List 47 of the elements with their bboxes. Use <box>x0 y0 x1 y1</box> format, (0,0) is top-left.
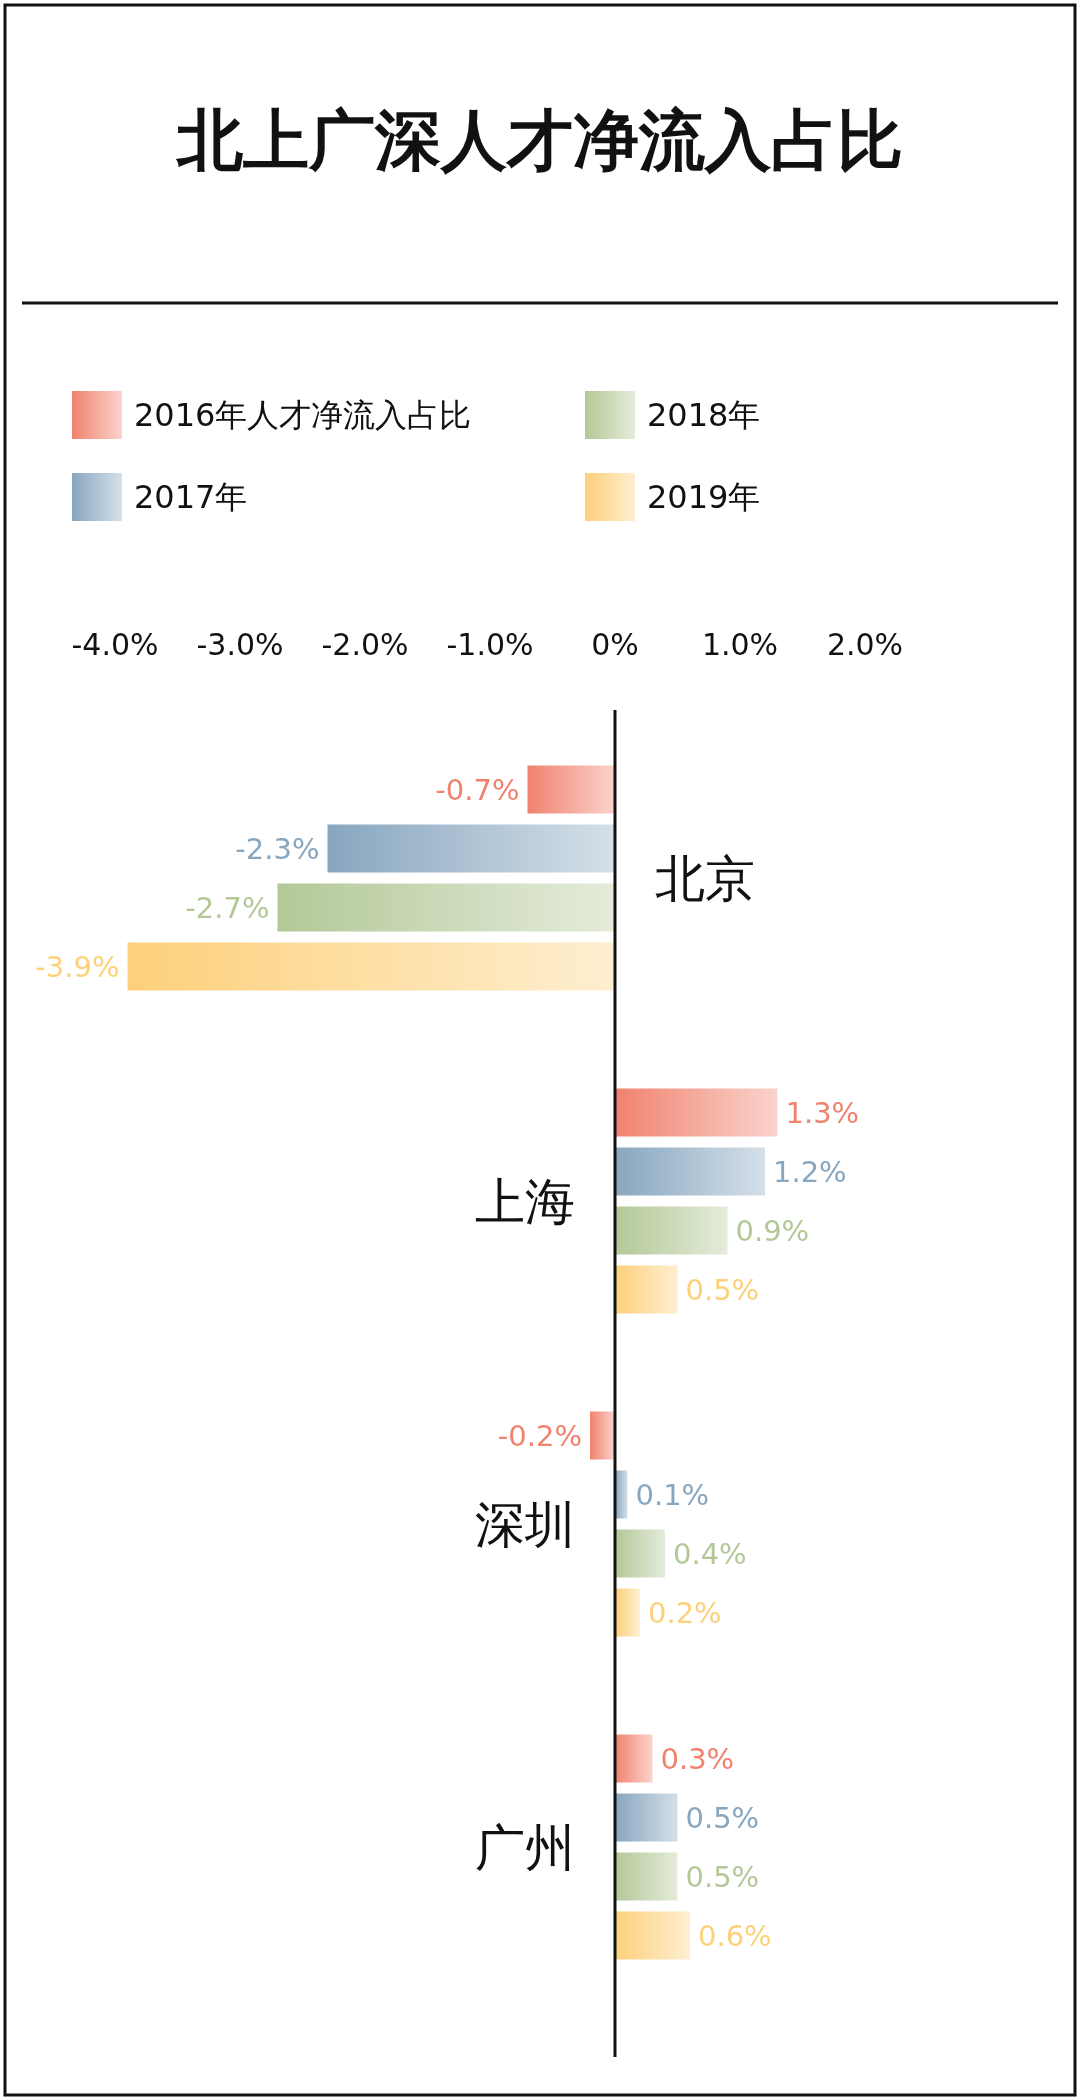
bar <box>615 1206 728 1255</box>
x-tick-label: 2.0% <box>826 627 904 662</box>
x-tick-label: -4.0% <box>71 627 159 662</box>
bar <box>615 1588 640 1637</box>
bar <box>615 1147 765 1196</box>
data-label: 0.5% <box>685 1272 760 1307</box>
data-label: -2.3% <box>235 831 320 866</box>
data-label: -0.2% <box>497 1418 582 1453</box>
x-tick-label: 0% <box>591 627 639 662</box>
legend-label: 2019年 <box>647 478 761 516</box>
bar <box>615 1911 690 1960</box>
data-label: 0.2% <box>648 1595 722 1630</box>
bar <box>277 883 615 932</box>
data-label: -2.7% <box>185 890 270 925</box>
y-tick-label: 北京 <box>655 850 755 908</box>
x-tick-label: -1.0% <box>446 627 534 662</box>
x-tick-label: 1.0% <box>701 627 779 662</box>
legend-label: 2017年 <box>134 478 248 516</box>
data-label: 1.2% <box>773 1154 847 1189</box>
chart-title: 北上广深人才净流入占比 <box>175 102 903 179</box>
data-label: -3.9% <box>35 949 120 984</box>
bar <box>527 765 615 814</box>
data-label: 0.9% <box>735 1213 810 1248</box>
x-tick-label: -3.0% <box>196 627 284 662</box>
data-label: 0.5% <box>685 1859 760 1894</box>
bar <box>615 1265 678 1314</box>
bar <box>615 1088 778 1137</box>
legend-label: 2016年人才净流入占比 <box>134 396 472 434</box>
data-label: 0.3% <box>660 1741 735 1776</box>
bar <box>615 1529 665 1578</box>
data-label: 0.5% <box>685 1800 760 1835</box>
legend-label: 2018年 <box>647 396 761 434</box>
bar <box>327 824 615 873</box>
y-tick-label: 上海 <box>475 1173 575 1231</box>
data-label: 0.6% <box>698 1918 772 1953</box>
data-label: -0.7% <box>435 772 520 807</box>
data-label: 1.3% <box>785 1095 860 1130</box>
y-tick-label: 广州 <box>475 1819 575 1877</box>
x-tick-label: -2.0% <box>321 627 409 662</box>
y-tick-label: 深圳 <box>475 1496 575 1554</box>
bar <box>615 1734 653 1783</box>
bar <box>590 1411 615 1460</box>
bar <box>615 1793 678 1842</box>
data-label: 0.1% <box>635 1477 710 1512</box>
data-label: 0.4% <box>673 1536 747 1571</box>
bar <box>127 942 615 991</box>
bar <box>615 1852 678 1901</box>
